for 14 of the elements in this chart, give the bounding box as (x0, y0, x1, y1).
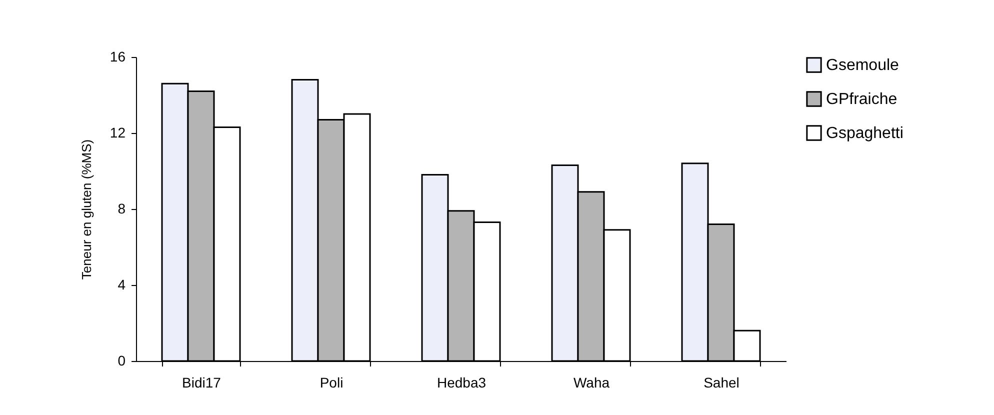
x-tick-label: Bidi17 (182, 374, 222, 390)
y-tick-label: 12 (110, 124, 126, 140)
legend-label: Gspaghetti (826, 125, 904, 142)
legend-label: GPfraiche (826, 91, 898, 108)
x-tick-label: Waha (573, 374, 610, 390)
y-tick-label: 4 (118, 276, 126, 292)
x-tick-label: Hedba3 (436, 374, 486, 390)
y-axis-title: Teneur en gluten (%MS) (78, 139, 94, 280)
legend-label: Gsemoule (826, 57, 900, 74)
y-tick-label: 0 (118, 352, 126, 368)
y-tick-label: 16 (110, 48, 126, 64)
x-tick-label: Poli (320, 374, 344, 390)
y-tick-label: 8 (118, 200, 126, 216)
x-tick-label: Sahel (704, 374, 740, 390)
